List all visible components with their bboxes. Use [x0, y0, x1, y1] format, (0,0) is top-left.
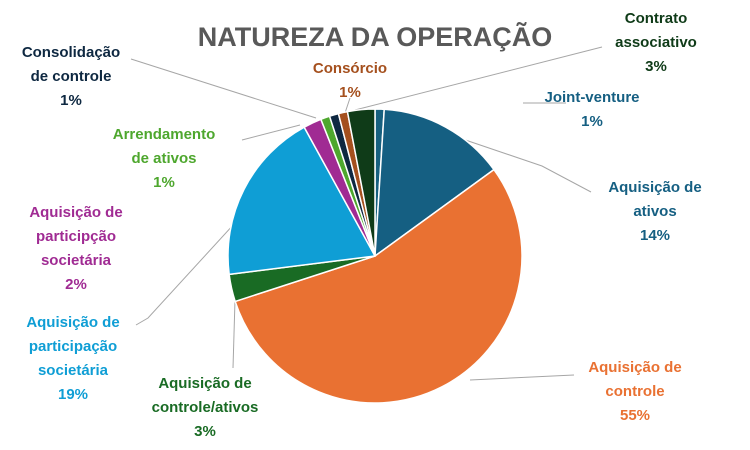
data-label-value: 1%	[60, 92, 82, 109]
data-label-text: de ativos	[131, 150, 196, 167]
data-label-text: Aquisição de	[588, 359, 681, 376]
data-label-text: Consolidação	[22, 44, 120, 61]
chart-title: NATUREZA DA OPERAÇÃO	[198, 21, 553, 52]
data-labels: Joint-venture 1%Aquisição de ativos 14%Aqui…	[22, 10, 702, 440]
data-label-text: participação	[29, 338, 117, 355]
leader-line-arrendamento	[241, 124, 301, 141]
leader-line-consorcio	[344, 97, 351, 114]
data-label-text: societária	[38, 362, 109, 379]
data-label-text: controle	[605, 383, 664, 400]
data-label-text: Aquisição de	[608, 179, 701, 196]
data-label-aquisicao_controle_ativos: Aquisição de controle/ativos 3%	[152, 375, 259, 440]
data-label-aquisicao_controle: Aquisição de controle 55%	[588, 359, 681, 424]
pie-slice-contrato_associativo	[346, 108, 376, 257]
data-label-text: Aquisição de	[29, 204, 122, 221]
data-label-text: associativo	[615, 34, 697, 51]
data-label-arrendamento: Arrendamento de ativos 1%	[113, 126, 216, 191]
data-label-joint_venture: Joint-venture 1%	[544, 89, 639, 130]
data-label-value: 14%	[640, 227, 670, 244]
data-label-text: Aquisição de	[26, 314, 119, 331]
data-label-aquisicao_ativos: Aquisição de ativos 14%	[608, 179, 701, 244]
leader-lines	[130, 46, 603, 381]
data-label-text: societária	[41, 252, 112, 269]
pie-slice-aquisicao_ativos	[374, 108, 495, 258]
data-label-value: 19%	[58, 386, 88, 403]
leader-line-aquisicao_controle_ativos	[232, 299, 236, 369]
data-label-aquisicao_participacao: Aquisição de participação societária 19%	[26, 314, 119, 403]
pie-slice-aquisicao_participacao	[227, 126, 377, 276]
data-label-text: Joint-venture	[544, 89, 639, 106]
pie-slice-aquisicao_controle	[234, 168, 523, 404]
leader-line-contrato_associativo	[354, 46, 603, 111]
data-label-value: 2%	[65, 276, 87, 293]
data-label-text: Consórcio	[313, 60, 387, 77]
leader-line-aquisicao_participacao	[135, 199, 257, 326]
data-label-text: Contrato	[625, 10, 688, 27]
data-label-text: Aquisição de	[158, 375, 251, 392]
pie-slices	[227, 108, 523, 404]
data-label-aquisicao_participcao: Aquisição de participção societária 2%	[29, 204, 122, 293]
data-label-consolidacao: Consolidação de controle 1%	[22, 44, 120, 109]
data-label-text: ativos	[633, 203, 676, 220]
data-label-value: 1%	[153, 174, 175, 191]
data-label-text: controle/ativos	[152, 399, 259, 416]
leader-line-consolidacao	[130, 58, 317, 119]
data-label-text: Arrendamento	[113, 126, 216, 143]
leader-line-aquisicao_ativos	[432, 128, 592, 193]
data-label-value: 3%	[645, 58, 667, 75]
data-label-value: 55%	[620, 407, 650, 424]
data-label-value: 1%	[339, 84, 361, 101]
data-label-text: de controle	[31, 68, 112, 85]
data-label-contrato_associativo: Contrato associativo 3%	[615, 10, 697, 75]
data-label-text: participção	[36, 228, 116, 245]
data-label-value: 3%	[194, 423, 216, 440]
data-label-value: 1%	[581, 113, 603, 130]
leader-line-aquisicao_controle	[469, 374, 575, 381]
data-label-consorcio: Consórcio 1%	[313, 60, 387, 101]
